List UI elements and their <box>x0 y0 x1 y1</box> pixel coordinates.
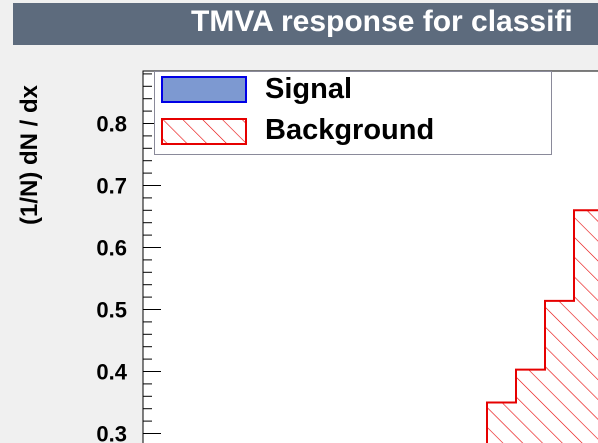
background-bin <box>487 402 516 443</box>
legend-background-label: Background <box>265 114 435 146</box>
y-tick-label: 0.4 <box>96 360 127 385</box>
background-bin <box>574 210 598 443</box>
y-tick-label: 0.7 <box>96 174 127 199</box>
legend: Signal Background <box>154 71 552 155</box>
legend-signal-swatch <box>161 76 247 103</box>
y-axis-label: (1/N) dN / dx <box>16 84 43 226</box>
legend-background-swatch <box>161 118 247 145</box>
y-axis: 0.3 0.4 0.5 0.6 0.7 0.8 <box>96 71 161 443</box>
title-bar: TMVA response for classifi <box>13 3 598 45</box>
y-tick-label: 0.6 <box>96 236 127 261</box>
legend-signal-label: Signal <box>265 73 353 105</box>
background-bin <box>545 300 574 443</box>
chart-title: TMVA response for classifi <box>191 5 573 38</box>
background-bin <box>516 369 545 443</box>
y-tick-label: 0.8 <box>96 112 127 137</box>
histogram-layer <box>486 209 598 443</box>
y-tick-label: 0.3 <box>96 422 127 443</box>
y-tick-label: 0.5 <box>96 298 127 323</box>
background-outline <box>486 209 598 443</box>
